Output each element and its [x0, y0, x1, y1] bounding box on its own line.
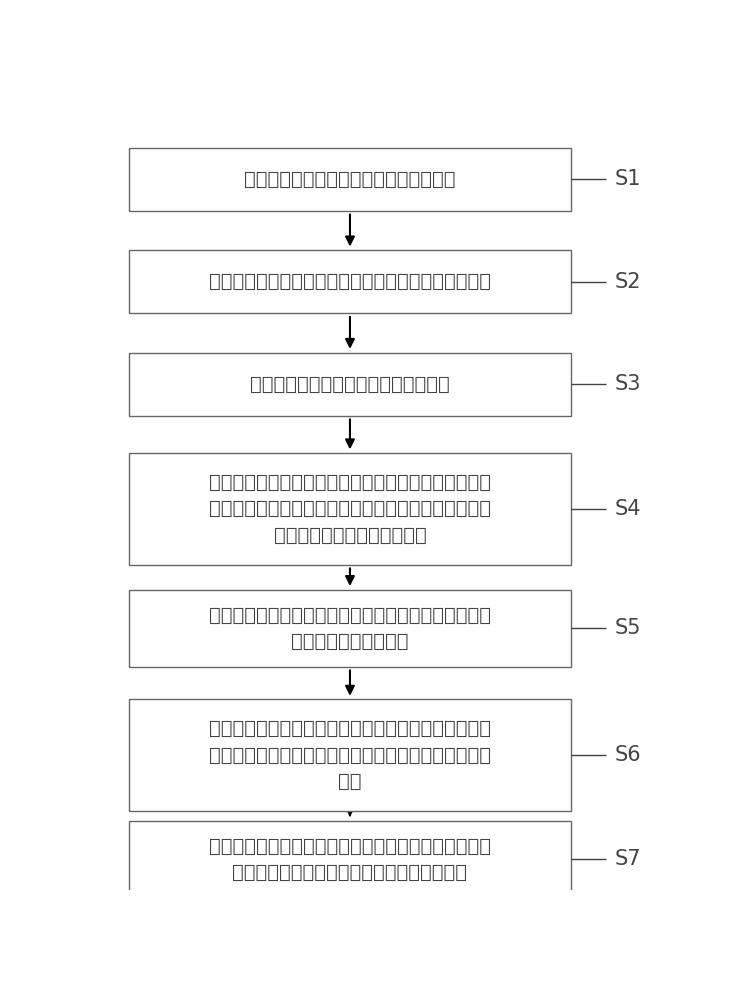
- Text: S2: S2: [615, 272, 641, 292]
- FancyBboxPatch shape: [129, 453, 572, 565]
- Text: 采集待测输电线路处的气象量测量数据: 采集待测输电线路处的气象量测量数据: [250, 375, 450, 394]
- Text: 根据待测输电线路的电气参数和材料参数、量测量矩阵
、状态量矩阵计算待测输电线路各段线路温度: 根据待测输电线路的电气参数和材料参数、量测量矩阵 、状态量矩阵计算待测输电线路各…: [209, 836, 491, 882]
- Text: 获取待测输电线路的电气参数和材料参数: 获取待测输电线路的电气参数和材料参数: [244, 170, 456, 189]
- FancyBboxPatch shape: [129, 821, 572, 898]
- FancyBboxPatch shape: [129, 590, 572, 667]
- Text: S4: S4: [615, 499, 641, 519]
- FancyBboxPatch shape: [129, 699, 572, 811]
- Text: 采集待测输电线路上各原始节点处实时电气量测量数据: 采集待测输电线路上各原始节点处实时电气量测量数据: [209, 272, 491, 291]
- Text: 根据所采集气象量测量数据在各原始节点之间的输电线
路上增加虚拟节点，将相应输电线路进行分段，并计算
各段输电线路的电气传输矩阵: 根据所采集气象量测量数据在各原始节点之间的输电线 路上增加虚拟节点，将相应输电线…: [209, 473, 491, 545]
- Text: S5: S5: [615, 618, 641, 638]
- Text: S7: S7: [615, 849, 641, 869]
- FancyBboxPatch shape: [129, 250, 572, 313]
- Text: S3: S3: [615, 374, 641, 394]
- FancyBboxPatch shape: [129, 148, 572, 211]
- Text: S6: S6: [615, 745, 641, 765]
- Text: S1: S1: [615, 169, 641, 189]
- FancyBboxPatch shape: [129, 353, 572, 416]
- Text: 将实时电气量测量数据和虚拟电气量测量数据组成量测
量矩阵，并选取全部节点的电压和线路温度组成状态量
矩阵: 将实时电气量测量数据和虚拟电气量测量数据组成量测 量矩阵，并选取全部节点的电压和…: [209, 719, 491, 791]
- Text: 根据各段输电线路的电气传输矩阵计算对应各虚拟节点
的虚拟电气量测量数据: 根据各段输电线路的电气传输矩阵计算对应各虚拟节点 的虚拟电气量测量数据: [209, 605, 491, 651]
